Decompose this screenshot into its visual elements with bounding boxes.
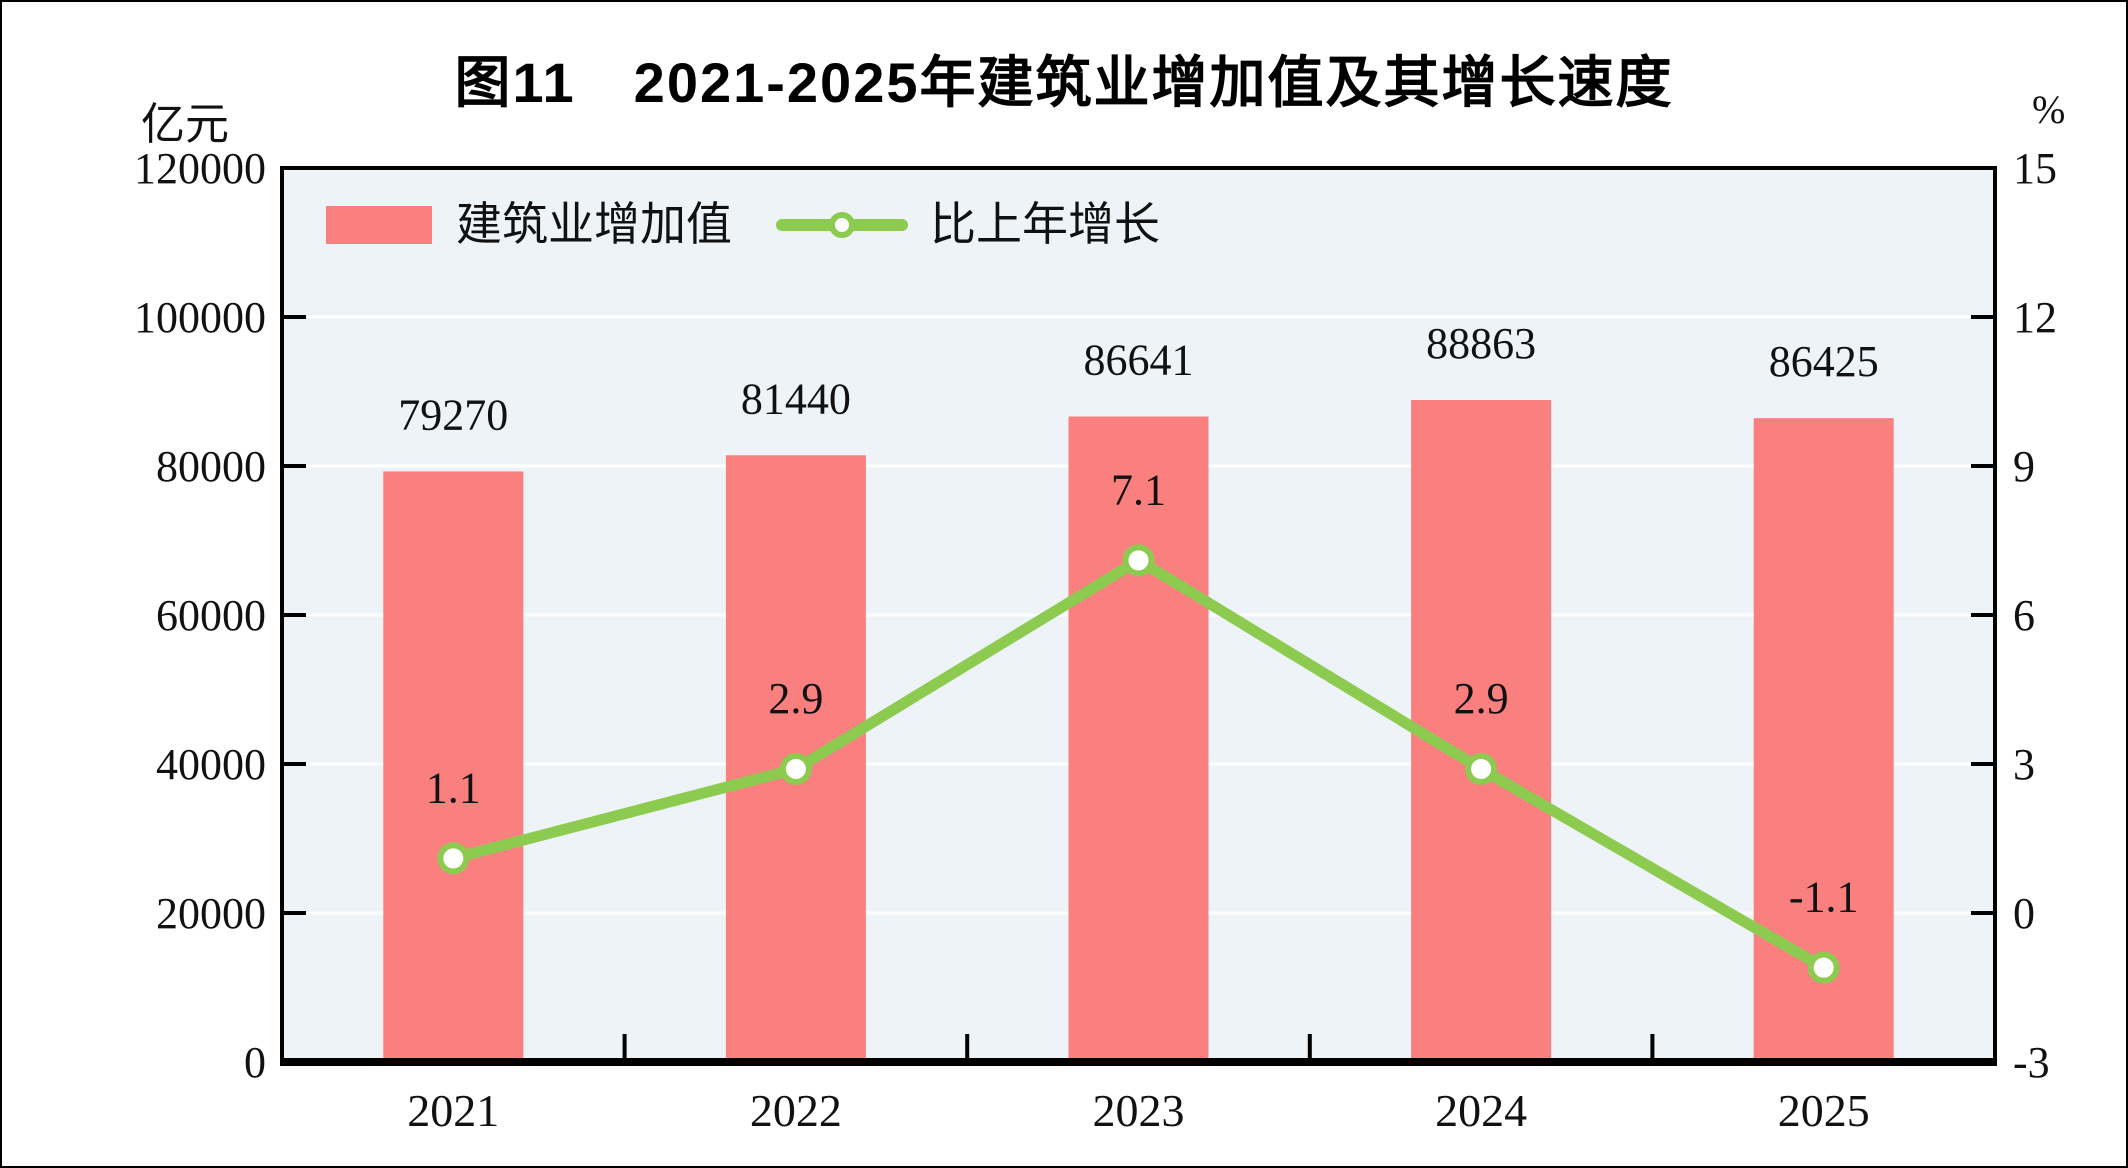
bar-value-label-2025: 86425	[1769, 337, 1879, 386]
x-axis-label-2025: 2025	[1778, 1085, 1870, 1136]
bar-value-label-2024: 88863	[1426, 319, 1536, 368]
left-axis-tick-label: 20000	[156, 889, 266, 938]
legend-line-marker-icon	[829, 212, 855, 238]
right-axis-tick-label: 6	[2013, 591, 2035, 640]
bar-value-label-2023: 86641	[1084, 336, 1194, 385]
x-axis-label-2022: 2022	[750, 1085, 842, 1136]
left-axis-tick-label: 80000	[156, 442, 266, 491]
legend-line-swatch	[776, 212, 908, 238]
bar-2023	[1068, 416, 1209, 1062]
right-axis-unit-label: %	[2032, 87, 2066, 132]
line-marker-2024	[1465, 752, 1498, 785]
x-axis-label-2023: 2023	[1093, 1085, 1185, 1136]
right-axis-tick-label: -3	[2013, 1038, 2050, 1087]
growth-value-label-2025: -1.1	[1789, 873, 1859, 922]
line-marker-2022	[779, 752, 812, 785]
x-axis-label-2024: 2024	[1435, 1085, 1527, 1136]
left-axis-tick-label: 120000	[134, 144, 266, 193]
legend-bar-label: 建筑业增加值	[456, 199, 732, 250]
left-axis-tick-label: 0	[244, 1038, 266, 1087]
right-axis-tick-label: 15	[2013, 144, 2057, 193]
growth-value-label-2021: 1.1	[426, 763, 481, 812]
line-marker-2025	[1807, 951, 1840, 984]
right-axis-tick-label: 12	[2013, 293, 2057, 342]
legend: 建筑业增加值 比上年增长	[326, 202, 1160, 248]
bar-value-label-2022: 81440	[741, 374, 851, 423]
left-axis-unit-label: 亿元	[141, 100, 229, 149]
x-axis-label-2021: 2021	[407, 1085, 499, 1136]
right-axis-tick-label: 9	[2013, 442, 2035, 491]
legend-bar-swatch	[326, 206, 432, 244]
right-axis-tick-label: 0	[2013, 889, 2035, 938]
chart-title: 图11 2021-2025年建筑业增加值及其增长速度	[454, 51, 1674, 114]
legend-line-label: 比上年增长	[930, 199, 1160, 250]
growth-value-label-2022: 2.9	[768, 674, 823, 723]
line-marker-2021	[437, 842, 470, 875]
growth-value-label-2023: 7.1	[1111, 465, 1166, 514]
left-axis-tick-label: 100000	[134, 293, 266, 342]
line-marker-2023	[1122, 544, 1155, 577]
right-axis-tick-label: 3	[2013, 740, 2035, 789]
left-axis-tick-label: 60000	[156, 591, 266, 640]
left-axis-tick-label: 40000	[156, 740, 266, 789]
bar-value-label-2021: 79270	[398, 390, 508, 439]
bar-2021	[383, 471, 524, 1063]
growth-value-label-2024: 2.9	[1454, 674, 1509, 723]
bar-2024	[1411, 399, 1552, 1062]
